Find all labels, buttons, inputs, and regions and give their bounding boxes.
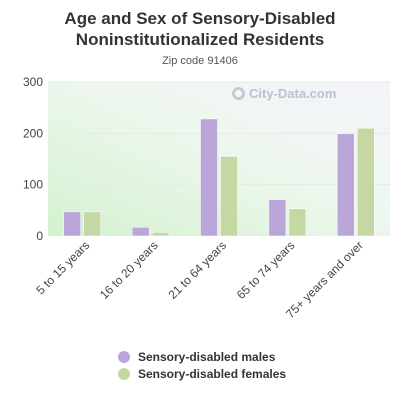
bar-females bbox=[220, 156, 238, 237]
legend-label-males: Sensory-disabled males bbox=[138, 350, 276, 364]
legend-label-females: Sensory-disabled females bbox=[138, 367, 287, 381]
y-tick-label: 100 bbox=[23, 178, 43, 192]
bar-males bbox=[131, 227, 150, 237]
legend-item-males: Sensory-disabled males bbox=[118, 349, 286, 365]
chart-subtitle: Zip code 91406 bbox=[162, 55, 238, 67]
bar-females bbox=[151, 232, 170, 237]
bar-females bbox=[288, 208, 307, 237]
plot-background bbox=[48, 82, 390, 236]
bar-males bbox=[337, 133, 355, 237]
watermark-text: City-Data.com bbox=[249, 86, 337, 101]
y-tick-label: 200 bbox=[23, 126, 43, 140]
y-tick-label: 300 bbox=[23, 75, 43, 89]
bar-females bbox=[83, 211, 101, 237]
bar-males bbox=[200, 118, 218, 237]
bar-females bbox=[357, 127, 375, 237]
x-tick-label: 5 to 15 years bbox=[33, 238, 92, 297]
watermark: City-Data.com bbox=[232, 86, 336, 101]
legend-item-females: Sensory-disabled females bbox=[118, 366, 286, 382]
y-tick-label: 0 bbox=[36, 229, 43, 243]
x-tick-label: 75+ years and over bbox=[283, 238, 366, 321]
magnifier-icon bbox=[232, 87, 245, 100]
x-tick-label: 65 to 74 years bbox=[234, 238, 298, 302]
bar-males bbox=[63, 211, 81, 237]
x-tick-label: 16 to 20 years bbox=[97, 238, 161, 302]
legend: Sensory-disabled males Sensory-disabled … bbox=[118, 349, 286, 383]
chart-title: Age and Sex of Sensory-Disabled Noninsti… bbox=[64, 9, 336, 49]
legend-swatch-females bbox=[118, 368, 130, 380]
bar-males bbox=[268, 199, 287, 237]
x-tick-label: 21 to 64 years bbox=[165, 238, 229, 302]
legend-swatch-males bbox=[118, 351, 130, 363]
